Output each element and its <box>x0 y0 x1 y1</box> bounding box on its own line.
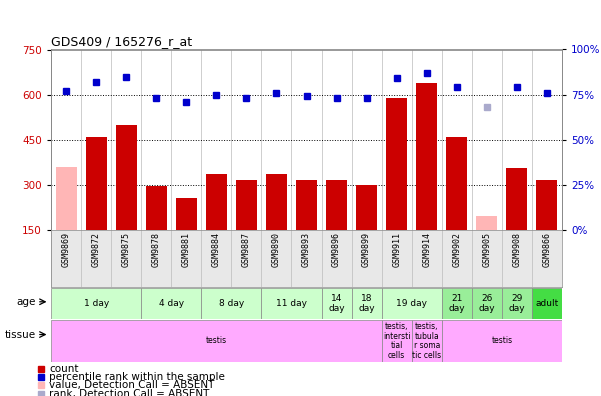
Text: GSM9914: GSM9914 <box>423 232 431 267</box>
Text: 21
day: 21 day <box>448 294 465 313</box>
Text: percentile rank within the sample: percentile rank within the sample <box>49 372 225 382</box>
Text: GSM9887: GSM9887 <box>242 232 251 267</box>
Bar <box>326 180 347 230</box>
Text: testis: testis <box>491 337 513 345</box>
Text: rank, Detection Call = ABSENT: rank, Detection Call = ABSENT <box>49 389 210 396</box>
Text: adult: adult <box>535 299 558 308</box>
Text: testis,
tubula
r soma
tic cells: testis, tubula r soma tic cells <box>412 322 441 360</box>
Bar <box>55 167 77 230</box>
Text: 14
day: 14 day <box>328 294 345 313</box>
Text: GSM9884: GSM9884 <box>212 232 221 267</box>
Bar <box>477 216 498 230</box>
Text: GSM9908: GSM9908 <box>513 232 521 267</box>
Text: GSM9911: GSM9911 <box>392 232 401 267</box>
Text: GSM9896: GSM9896 <box>332 232 341 267</box>
Text: GSM9866: GSM9866 <box>543 232 551 267</box>
Text: testis: testis <box>206 337 227 345</box>
Bar <box>442 320 562 362</box>
Text: GSM9872: GSM9872 <box>92 232 100 267</box>
Bar <box>442 288 472 319</box>
Text: 11 day: 11 day <box>276 299 307 308</box>
Bar <box>201 288 261 319</box>
Text: 26
day: 26 day <box>478 294 495 313</box>
Bar <box>266 174 287 230</box>
Text: GSM9875: GSM9875 <box>122 232 130 267</box>
Bar <box>472 288 502 319</box>
Bar <box>206 174 227 230</box>
Bar <box>352 288 382 319</box>
Text: 18
day: 18 day <box>358 294 375 313</box>
Bar <box>532 288 562 319</box>
Text: testis,
intersti
tial
cells: testis, intersti tial cells <box>383 322 410 360</box>
Text: value, Detection Call = ABSENT: value, Detection Call = ABSENT <box>49 381 215 390</box>
Bar <box>261 288 322 319</box>
Bar <box>382 288 442 319</box>
Bar <box>146 186 167 230</box>
Bar <box>537 180 558 230</box>
Bar <box>356 185 377 230</box>
Bar <box>322 288 352 319</box>
Bar <box>447 137 468 230</box>
Text: GSM9893: GSM9893 <box>302 232 311 267</box>
Text: 29
day: 29 day <box>508 294 525 313</box>
Text: 1 day: 1 day <box>84 299 109 308</box>
Text: 19 day: 19 day <box>396 299 427 308</box>
Bar <box>507 168 528 230</box>
Bar <box>382 320 412 362</box>
Text: GSM9890: GSM9890 <box>272 232 281 267</box>
Bar <box>51 288 141 319</box>
Bar <box>115 125 136 230</box>
Text: GSM9878: GSM9878 <box>152 232 160 267</box>
Text: GDS409 / 165276_r_at: GDS409 / 165276_r_at <box>51 35 192 48</box>
Bar <box>502 288 532 319</box>
Text: GSM9905: GSM9905 <box>483 232 491 267</box>
Bar <box>85 137 107 230</box>
Bar <box>386 97 407 230</box>
Bar <box>296 180 317 230</box>
Bar <box>141 288 201 319</box>
Text: GSM9869: GSM9869 <box>62 232 70 267</box>
Text: age: age <box>17 297 36 307</box>
Text: count: count <box>49 364 79 374</box>
Text: 8 day: 8 day <box>219 299 244 308</box>
Bar <box>416 82 438 230</box>
Text: GSM9902: GSM9902 <box>453 232 461 267</box>
Bar <box>412 320 442 362</box>
Bar <box>176 198 197 230</box>
Bar <box>51 320 382 362</box>
Text: GSM9881: GSM9881 <box>182 232 191 267</box>
Bar <box>236 180 257 230</box>
Text: 4 day: 4 day <box>159 299 184 308</box>
Text: tissue: tissue <box>5 329 36 339</box>
Text: GSM9899: GSM9899 <box>362 232 371 267</box>
